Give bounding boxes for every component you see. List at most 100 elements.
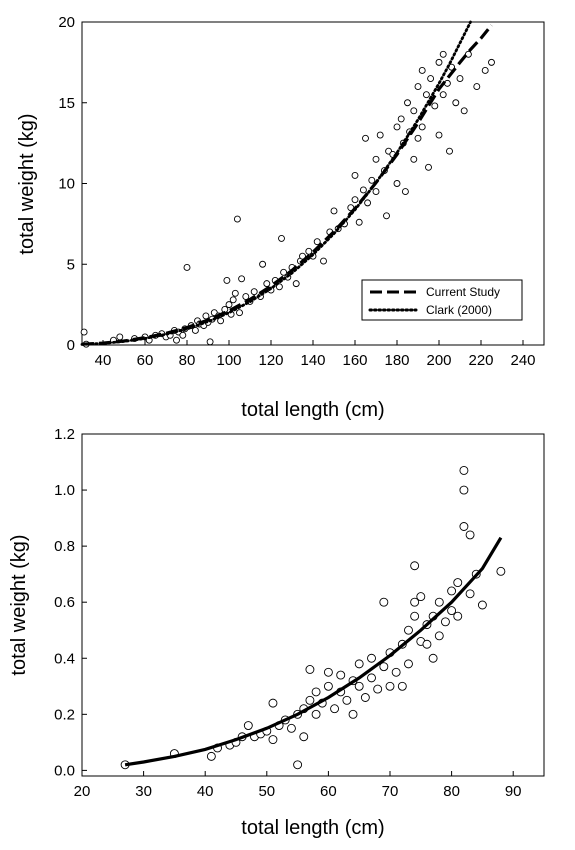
data-point xyxy=(453,611,463,621)
y-tick-label: 5 xyxy=(67,256,75,273)
length-weight-panel-bottom: 20 30 40 50 60 70 80 90 0.0 0.2 0.4 0.6 0.8 1.0 1.2 t… xyxy=(8,426,545,839)
data-point xyxy=(236,309,243,317)
data-point xyxy=(418,123,426,131)
data-point xyxy=(223,276,231,284)
data-point xyxy=(351,196,359,204)
x-tick-label: 30 xyxy=(135,783,152,800)
data-point xyxy=(391,667,401,677)
x-tick-label: 70 xyxy=(382,783,399,800)
x-axis-title: total length (cm) xyxy=(241,817,384,839)
data-point xyxy=(323,681,333,691)
data-point xyxy=(428,653,438,663)
data-point xyxy=(447,606,457,616)
data-point xyxy=(367,673,376,683)
x-axis-title: total length (cm) xyxy=(241,399,384,421)
data-point xyxy=(383,212,390,220)
y-tick-label: 20 xyxy=(58,14,75,31)
data-point xyxy=(268,698,278,708)
data-point xyxy=(305,695,315,705)
data-point xyxy=(453,578,463,588)
data-point xyxy=(229,296,237,304)
fit-lines xyxy=(80,20,493,346)
data-point xyxy=(459,465,469,475)
y-axis-title: total weight (kg) xyxy=(8,534,30,675)
data-point xyxy=(422,639,432,649)
x-tick-label: 240 xyxy=(510,352,535,369)
data-point xyxy=(473,83,481,91)
x-tick-label: 140 xyxy=(300,352,325,369)
data-point xyxy=(233,215,241,223)
data-point xyxy=(231,289,239,297)
y-tick-label: 0.8 xyxy=(54,538,75,555)
data-point xyxy=(354,659,364,669)
data-point xyxy=(348,709,358,719)
data-point xyxy=(217,317,225,325)
data-point xyxy=(414,83,422,91)
x-tick-label: 60 xyxy=(320,783,337,800)
data-point xyxy=(379,597,389,607)
x-tick-label: 220 xyxy=(468,352,493,369)
data-point xyxy=(360,693,370,702)
data-point xyxy=(342,695,352,705)
data-point xyxy=(179,331,187,339)
data-point xyxy=(191,327,199,334)
data-point xyxy=(410,561,420,571)
legend-label-clark-2000: Clark (2000) xyxy=(426,303,492,317)
data-point xyxy=(385,681,395,691)
data-point xyxy=(206,338,214,346)
data-point xyxy=(351,171,359,179)
data-point xyxy=(330,704,340,714)
data-point xyxy=(243,721,253,730)
y-axis-ticks: 0.0 0.2 0.4 0.6 0.8 1.0 1.2 xyxy=(54,426,87,779)
y-axis-title: total weight (kg) xyxy=(16,113,38,254)
data-point xyxy=(465,530,475,540)
data-point xyxy=(404,99,411,107)
data-point xyxy=(465,589,475,599)
data-point xyxy=(259,260,267,268)
data-point xyxy=(440,617,450,627)
data-point xyxy=(410,611,420,621)
data-point xyxy=(401,188,409,196)
data-point xyxy=(481,66,489,74)
data-point xyxy=(263,280,271,288)
data-point xyxy=(439,50,447,58)
data-point xyxy=(439,91,447,99)
data-point xyxy=(477,600,487,610)
data-point xyxy=(397,115,405,123)
series-line-fit xyxy=(124,536,503,767)
data-point xyxy=(336,670,346,680)
x-tick-label: 180 xyxy=(384,352,409,369)
data-point xyxy=(404,625,413,635)
data-point xyxy=(313,238,321,246)
x-tick-label: 80 xyxy=(179,352,196,369)
y-axis-ticks: 0 5 10 15 20 xyxy=(58,14,87,354)
data-point xyxy=(173,336,180,344)
data-point xyxy=(447,586,457,596)
data-point xyxy=(280,268,288,276)
data-point xyxy=(410,155,418,163)
data-point xyxy=(488,58,495,66)
y-tick-label: 0.0 xyxy=(54,762,75,779)
data-point xyxy=(422,91,430,99)
data-point xyxy=(311,687,321,697)
data-point xyxy=(452,99,460,107)
data-point xyxy=(372,188,380,196)
data-point xyxy=(435,131,443,139)
data-point xyxy=(364,199,372,207)
data-point xyxy=(414,134,422,142)
x-tick-label: 40 xyxy=(95,352,112,369)
data-point xyxy=(206,751,216,761)
data-point xyxy=(435,58,443,66)
data-point xyxy=(278,234,285,242)
data-point xyxy=(393,180,401,187)
x-axis-ticks: 20 30 40 50 60 70 80 90 xyxy=(74,771,522,800)
data-point xyxy=(367,653,376,663)
data-point xyxy=(425,163,432,171)
data-point xyxy=(393,123,401,131)
data-point xyxy=(183,264,191,271)
data-point xyxy=(355,218,363,226)
x-axis-ticks: 40 60 80 100 120 140 160 180 200 220 240 xyxy=(95,340,536,369)
data-point xyxy=(330,207,338,215)
x-tick-label: 40 xyxy=(197,783,214,800)
data-point xyxy=(434,597,444,607)
